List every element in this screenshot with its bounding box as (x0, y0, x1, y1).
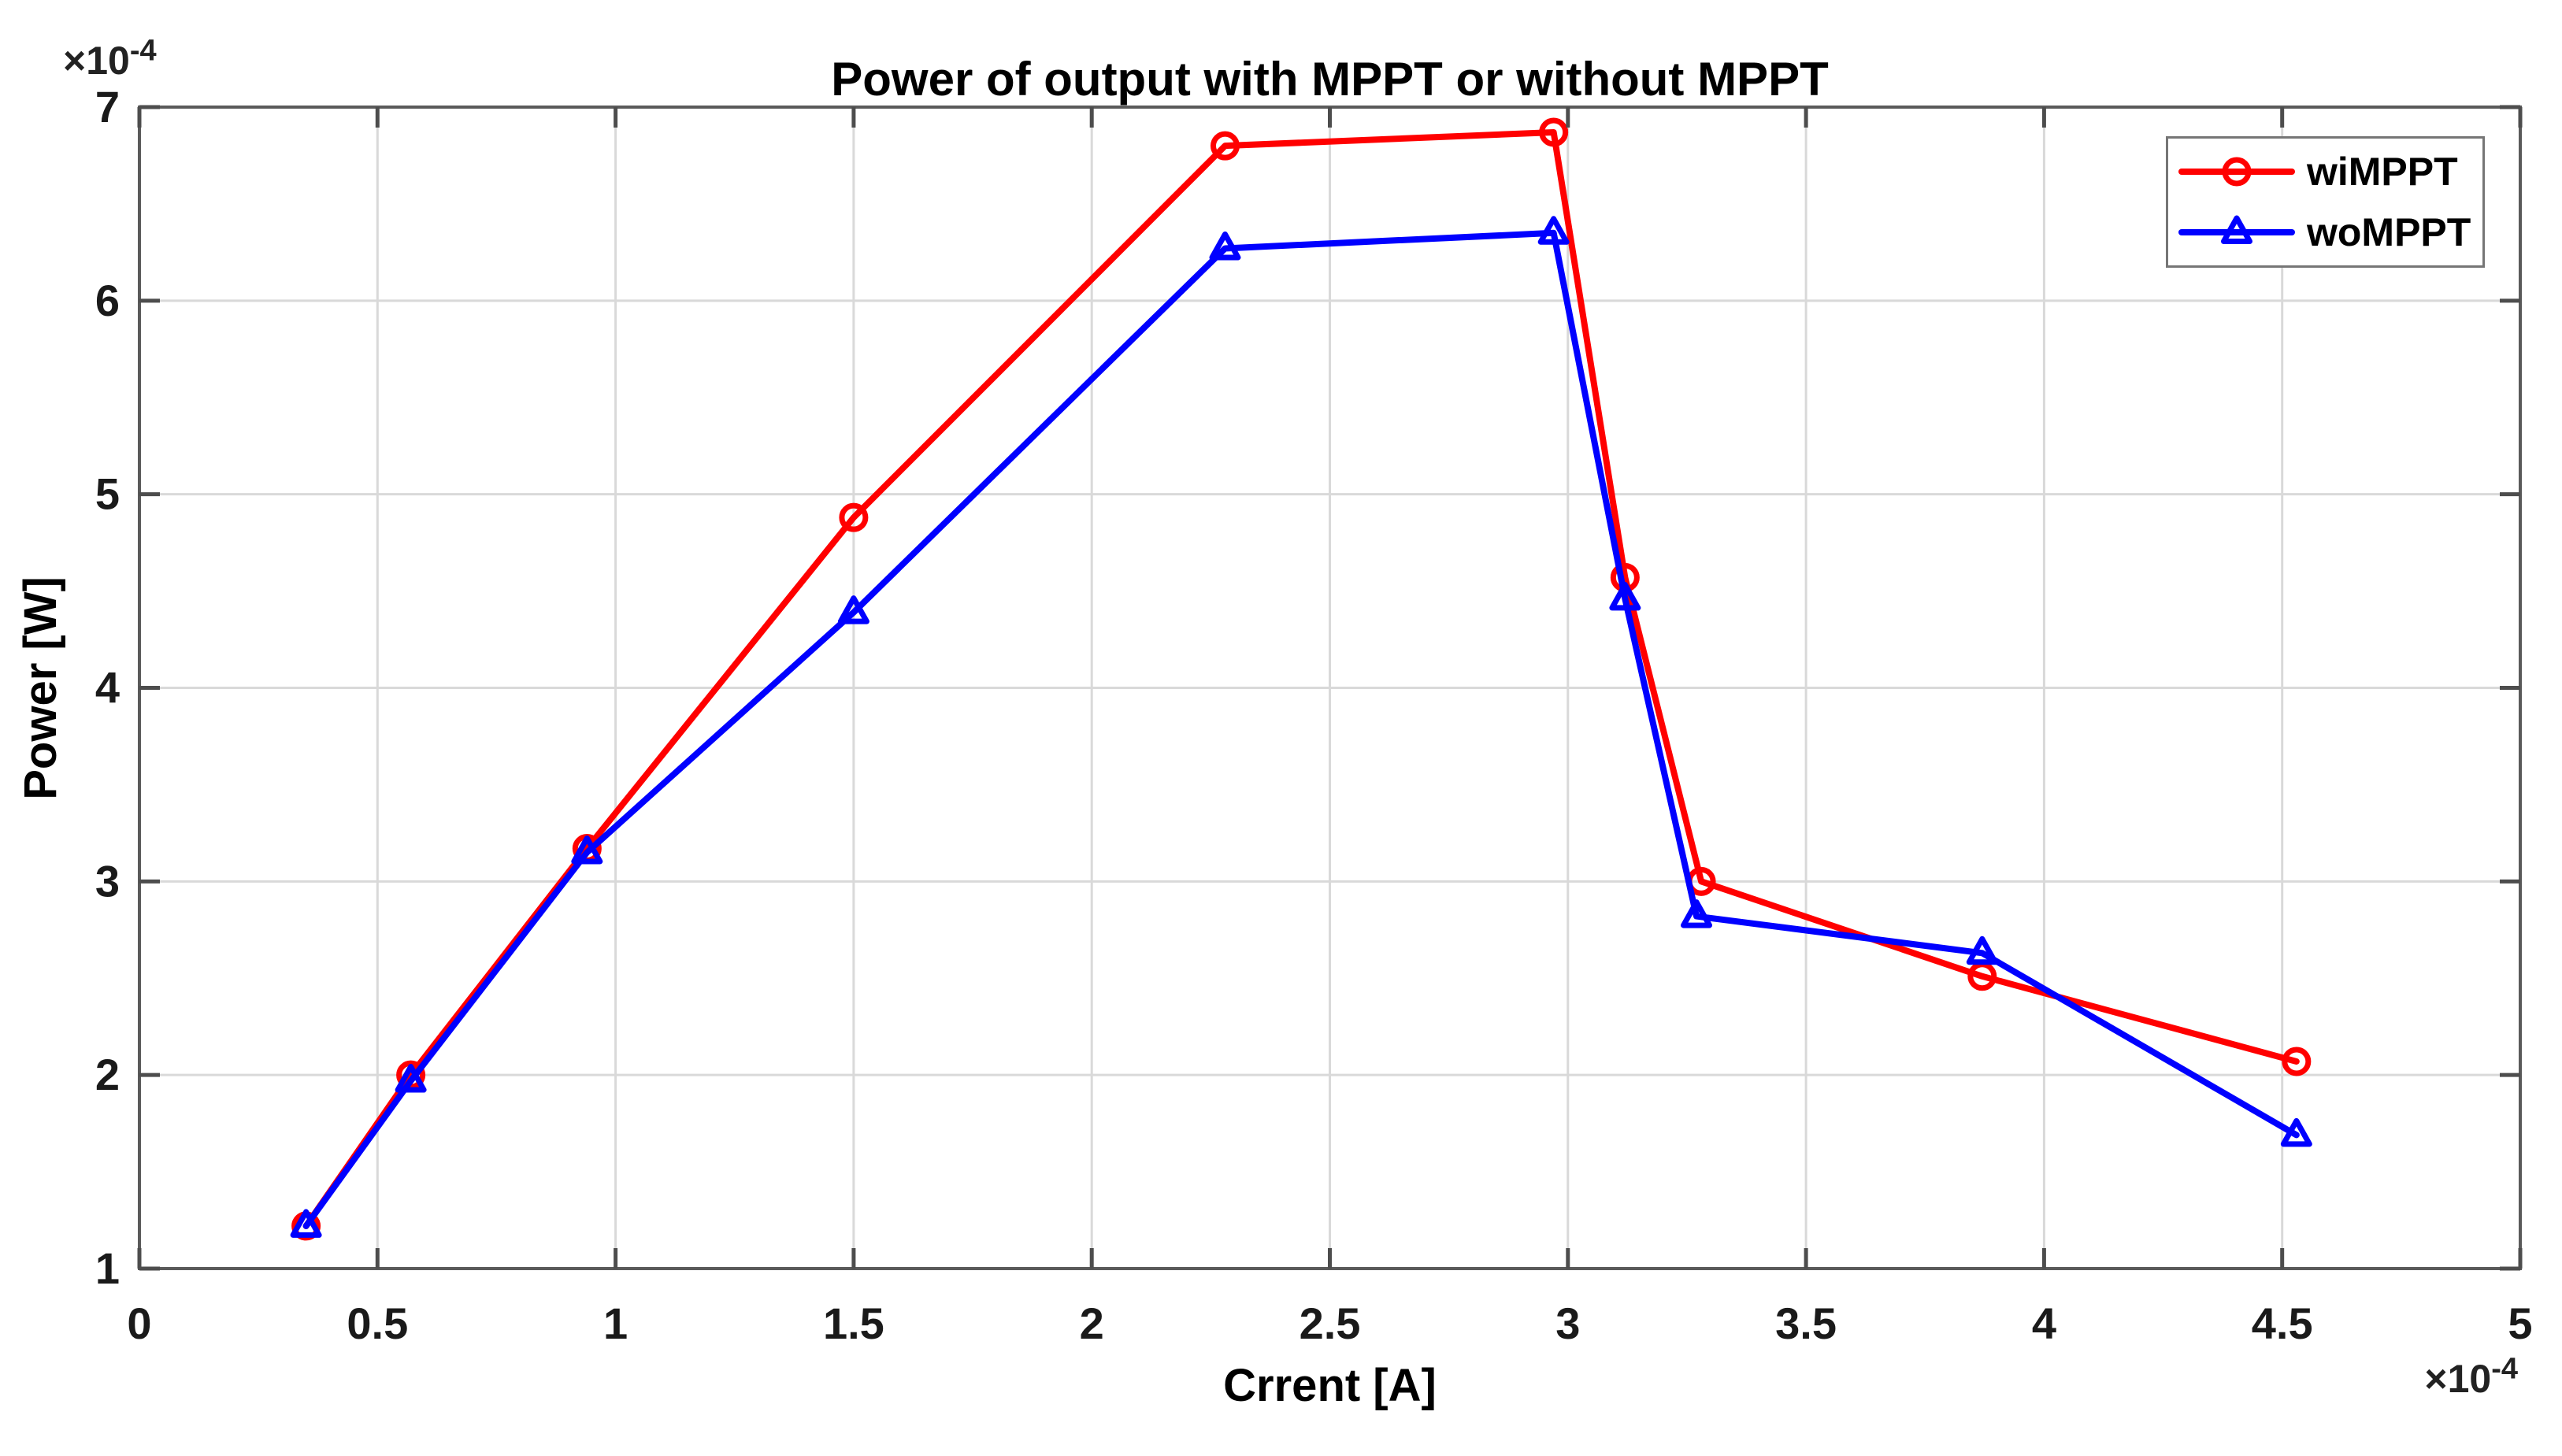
marker-wiMPPT (396, 1060, 426, 1090)
marker-woMPPT (1609, 581, 1641, 611)
x-axis-label: Crrent [A] (1223, 1360, 1437, 1411)
y-tick-label: 7 (95, 82, 120, 132)
marker-woMPPT (290, 1209, 322, 1238)
y-exponent-power: -4 (129, 34, 157, 68)
legend-marker-circle-icon (2222, 157, 2252, 187)
y-exponent-base: ×10 (63, 39, 130, 83)
y-tick-label: 6 (95, 276, 120, 325)
legend-sample-circle-icon (2178, 157, 2295, 187)
x-exponent-base: ×10 (2424, 1357, 2492, 1401)
y-tick-label: 5 (95, 469, 120, 519)
marker-wiMPPT (1539, 117, 1569, 147)
legend-label: woMPPT (2307, 210, 2471, 254)
legend: wiMPPT woMPPT (2166, 136, 2485, 268)
x-axis-exponent: ×10-4 (2424, 1354, 2518, 1402)
y-axis-label: Power [W] (15, 576, 66, 800)
y-axis-exponent: ×10-4 (63, 35, 157, 83)
y-tick-label: 3 (95, 856, 120, 906)
x-tick-label: 2.5 (1300, 1299, 1361, 1348)
x-tick-label: 1 (603, 1299, 628, 1348)
series-line-wiMPPT (302, 128, 2300, 1229)
marker-woMPPT (2280, 1117, 2312, 1147)
x-tick-label: 5 (2508, 1299, 2532, 1348)
series-line-woMPPT (302, 229, 2300, 1229)
y-tick-label: 4 (95, 663, 120, 713)
marker-wiMPPT (839, 502, 869, 532)
x-tick-label: 4 (2032, 1299, 2056, 1348)
legend-item-woMPPT: woMPPT (2168, 205, 2482, 260)
marker-woMPPT (1537, 216, 1570, 245)
marker-wiMPPT (2282, 1047, 2312, 1076)
legend-sample-triangle-icon (2178, 215, 2295, 244)
x-tick-label: 1.5 (823, 1299, 884, 1348)
marker-woMPPT (1966, 935, 1998, 965)
marker-woMPPT (571, 835, 603, 865)
x-tick-label: 2 (1080, 1299, 1104, 1348)
marker-woMPPT (395, 1064, 427, 1093)
y-tick-label: 2 (95, 1050, 120, 1099)
chart-title: Power of output with MPPT or without MPP… (831, 53, 1829, 106)
y-tick-label: 1 (95, 1243, 120, 1293)
x-tick-label: 3.5 (1775, 1299, 1837, 1348)
marker-woMPPT (1681, 899, 1713, 928)
marker-woMPPT (1209, 231, 1241, 261)
marker-wiMPPT (1210, 131, 1240, 161)
x-tick-label: 0 (127, 1299, 151, 1348)
x-tick-label: 3 (1555, 1299, 1580, 1348)
legend-marker-triangle-icon (2221, 215, 2252, 244)
x-tick-label: 4.5 (2252, 1299, 2313, 1348)
marker-woMPPT (837, 595, 869, 624)
x-exponent-power: -4 (2491, 1352, 2518, 1386)
x-tick-label: 0.5 (347, 1299, 408, 1348)
legend-label: wiMPPT (2307, 150, 2458, 194)
legend-item-wiMPPT: wiMPPT (2168, 144, 2482, 199)
